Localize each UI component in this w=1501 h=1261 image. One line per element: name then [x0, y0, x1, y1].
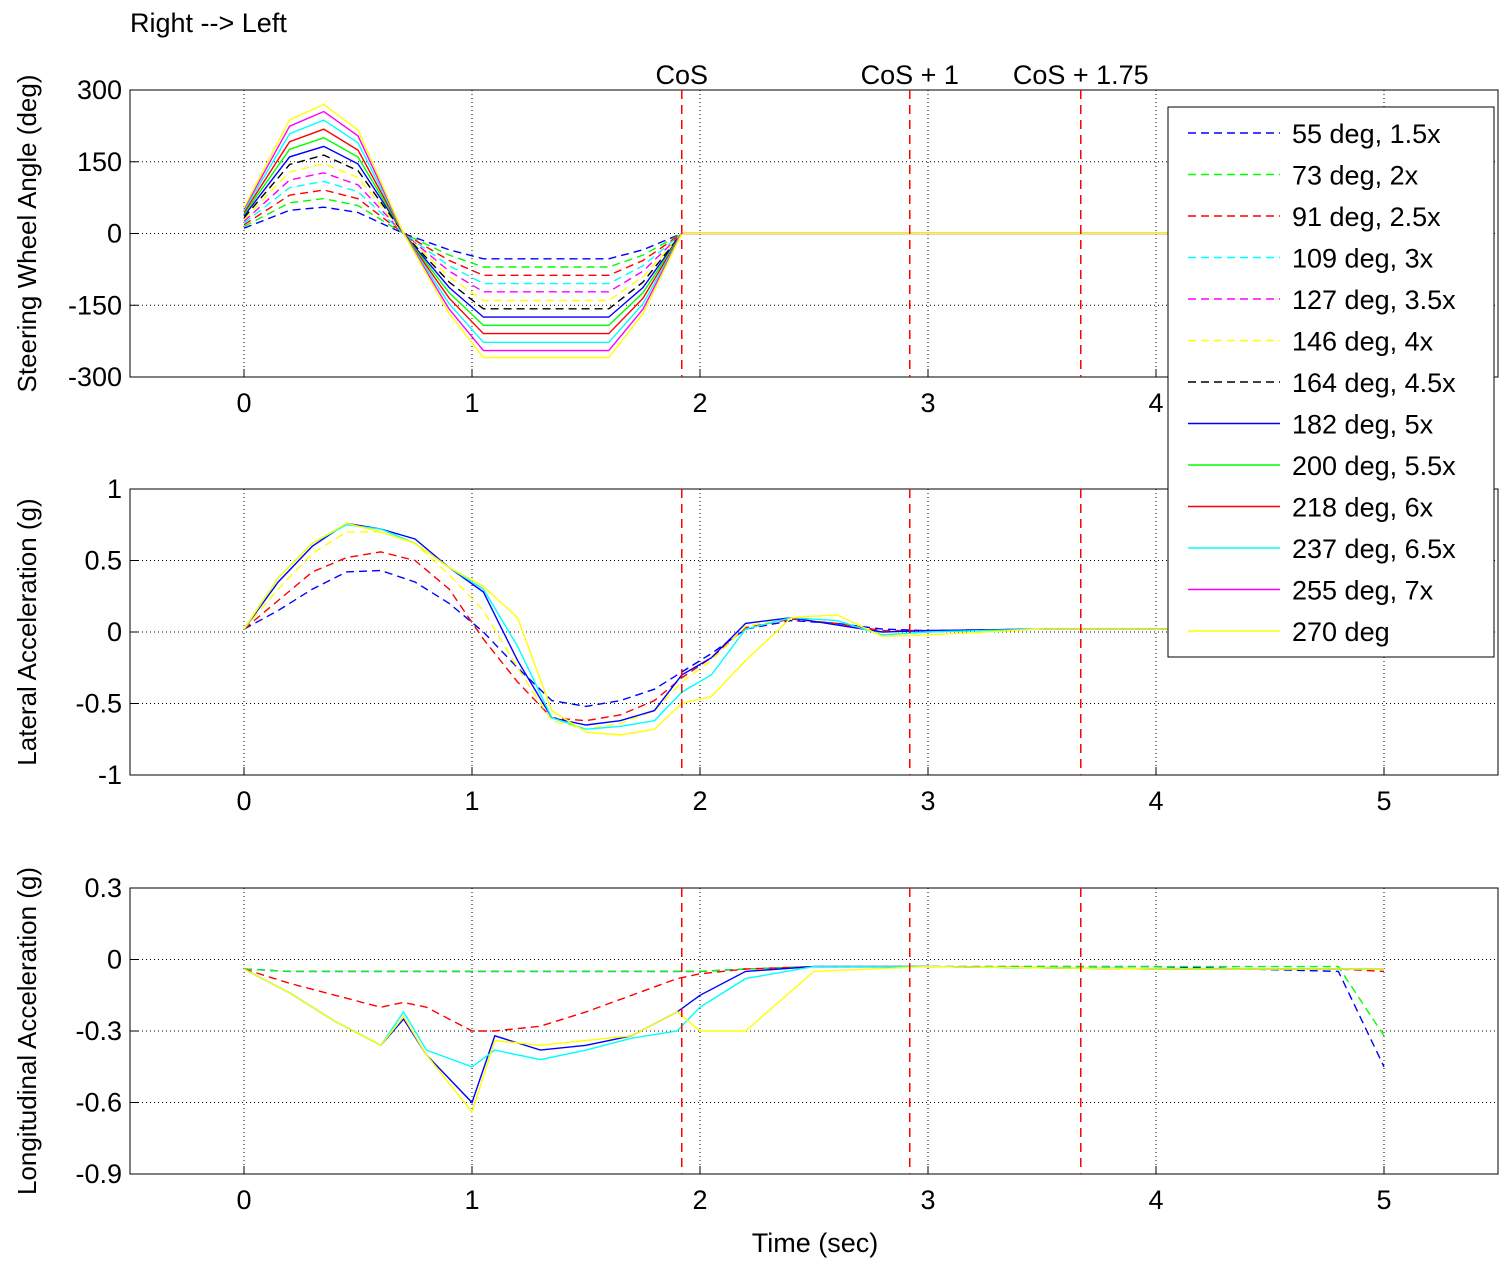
legend-box — [1167, 106, 1495, 658]
series-group — [243, 965, 1385, 1114]
legend-entry: 91 deg, 2.5x — [1188, 202, 1441, 232]
series-line — [243, 965, 1385, 1037]
y-tick-label: -1 — [98, 760, 122, 790]
legend-label: 91 deg, 2.5x — [1292, 202, 1441, 232]
legend-label: 109 deg, 3x — [1292, 244, 1434, 274]
y-tick-label: 0 — [107, 617, 122, 647]
x-tick-label: 3 — [920, 1185, 935, 1215]
legend-label: 237 deg, 6.5x — [1292, 534, 1456, 564]
legend-entry: 237 deg, 6.5x — [1188, 534, 1456, 564]
y-tick-label: 0 — [107, 945, 122, 975]
marker-label: CoS — [655, 60, 708, 90]
legend-entry: 109 deg, 3x — [1188, 244, 1434, 274]
legend-entry: 55 deg, 1.5x — [1188, 119, 1441, 149]
legend: 55 deg, 1.5x 73 deg, 2x 91 deg, 2.5x 109 de… — [1167, 106, 1495, 658]
x-tick-label: 1 — [464, 786, 479, 816]
y-tick-label: 0.3 — [84, 873, 122, 903]
legend-entry: 255 deg, 7x — [1188, 576, 1434, 606]
y-tick-label: -0.6 — [75, 1088, 122, 1118]
x-tick-label: 0 — [236, 1185, 251, 1215]
legend-entry: 270 deg — [1188, 617, 1390, 647]
x-tick-label: 1 — [464, 388, 479, 418]
x-tick-label: 2 — [692, 786, 707, 816]
legend-entry: 73 deg, 2x — [1188, 161, 1419, 191]
y-axis-label: Lateral Acceleration (g) — [12, 498, 42, 765]
x-tick-label: 5 — [1376, 786, 1391, 816]
series-line — [243, 522, 1384, 736]
legend-label: 218 deg, 6x — [1292, 493, 1434, 523]
series-line — [243, 524, 1384, 730]
legend-label: 164 deg, 4.5x — [1292, 368, 1456, 398]
y-tick-label: -0.3 — [75, 1016, 122, 1046]
y-tick-label: -300 — [68, 362, 122, 392]
figure-title: Right --> Left — [130, 8, 287, 38]
y-tick-label: 300 — [77, 75, 122, 105]
y-tick-label: -0.5 — [75, 689, 122, 719]
legend-entry: 164 deg, 4.5x — [1188, 368, 1456, 398]
y-tick-label: 0.5 — [84, 546, 122, 576]
legend-label: 55 deg, 1.5x — [1292, 119, 1441, 149]
x-tick-label: 2 — [692, 1185, 707, 1215]
legend-label: 255 deg, 7x — [1292, 576, 1434, 606]
legend-entry: 182 deg, 5x — [1188, 410, 1434, 440]
legend-label: 270 deg — [1292, 617, 1390, 647]
legend-label: 182 deg, 5x — [1292, 410, 1434, 440]
x-tick-label: 5 — [1376, 1185, 1391, 1215]
marker-label: CoS + 1 — [861, 60, 959, 90]
series-line — [243, 172, 1384, 293]
y-tick-label: -150 — [68, 290, 122, 320]
legend-entry: 146 deg, 4x — [1188, 327, 1434, 357]
legend-entry: 218 deg, 6x — [1188, 493, 1434, 523]
x-tick-label: 2 — [692, 388, 707, 418]
y-tick-label: 0 — [107, 219, 122, 249]
legend-label: 127 deg, 3.5x — [1292, 285, 1456, 315]
legend-label: 146 deg, 4x — [1292, 327, 1434, 357]
x-tick-label: 3 — [920, 786, 935, 816]
series-line — [243, 103, 1384, 359]
series-group — [243, 103, 1384, 359]
legend-entry: 200 deg, 5.5x — [1188, 451, 1456, 481]
x-tick-label: 0 — [236, 388, 251, 418]
marker-label: CoS + 1.75 — [1013, 60, 1149, 90]
y-tick-label: 150 — [77, 147, 122, 177]
x-axis-label: Time (sec) — [752, 1228, 879, 1258]
panel-3: 0 1 2 3 4 5 0.3 0 -0.3 -0.6 -0.9 Longitudinal Accel… — [12, 867, 1499, 1215]
y-tick-label: -0.9 — [75, 1159, 122, 1189]
legend-label: 200 deg, 5.5x — [1292, 451, 1456, 481]
series-line — [243, 965, 1384, 1114]
x-tick-label: 0 — [236, 786, 251, 816]
x-tick-label: 4 — [1148, 786, 1163, 816]
y-tick-label: 1 — [107, 474, 122, 504]
x-tick-label: 4 — [1148, 388, 1163, 418]
legend-label: 73 deg, 2x — [1292, 161, 1419, 191]
series-group — [243, 522, 1384, 736]
legend-entry: 127 deg, 3.5x — [1188, 285, 1456, 315]
x-tick-label: 3 — [920, 388, 935, 418]
x-tick-label: 4 — [1148, 1185, 1163, 1215]
x-tick-label: 1 — [464, 1185, 479, 1215]
y-axis-label: Longitudinal Acceleration (g) — [12, 867, 42, 1195]
y-axis-label: Steering Wheel Angle (deg) — [12, 75, 42, 393]
